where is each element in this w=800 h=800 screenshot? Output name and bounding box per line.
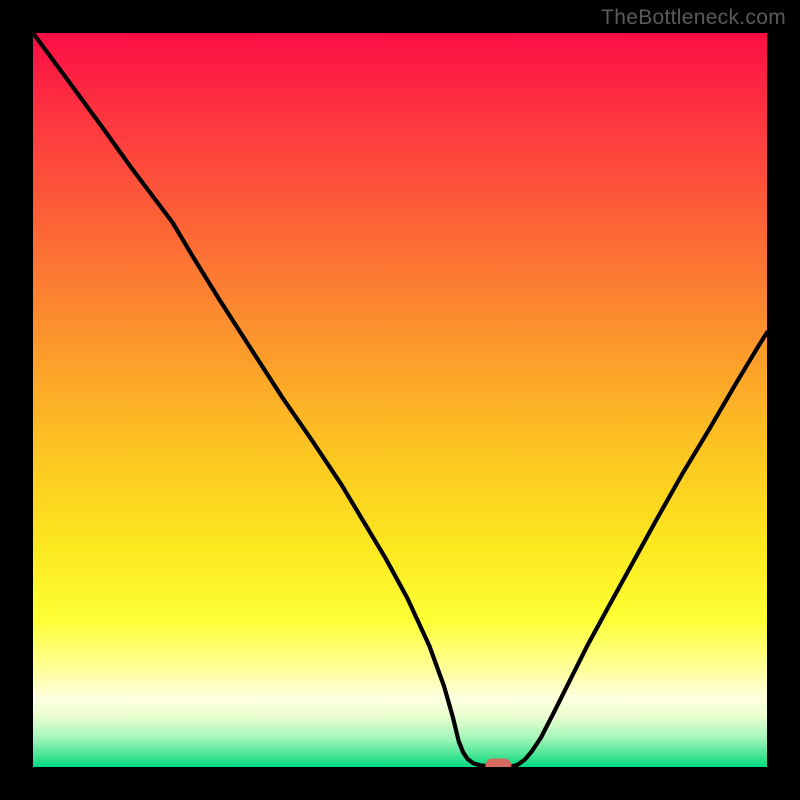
watermark-text: TheBottleneck.com <box>601 6 786 30</box>
plot-area <box>33 33 767 767</box>
min-marker <box>485 759 511 767</box>
gradient-background <box>33 33 767 767</box>
chart-svg <box>33 33 767 767</box>
